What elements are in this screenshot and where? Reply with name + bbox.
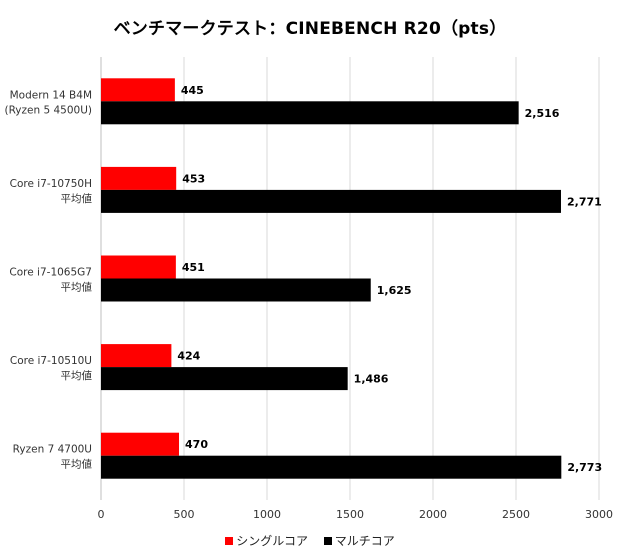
legend-swatch-multi [323, 536, 332, 545]
x-tick-label: 1000 [253, 508, 281, 521]
bar-single-core [101, 78, 175, 102]
legend-item-single: シングルコア [225, 532, 308, 549]
data-label-multi-core: 2,771 [567, 195, 602, 208]
category-label: Modern 14 B4M [10, 89, 92, 101]
category-label: Core i7-10750H [10, 178, 92, 190]
data-label-single-core: 470 [185, 438, 208, 451]
x-tick-label: 2000 [419, 508, 447, 521]
bar-multi-core [101, 367, 348, 391]
data-label-single-core: 453 [182, 172, 205, 185]
category-label: Core i7-10510U [10, 355, 92, 367]
category-label: Core i7-1065G7 [9, 267, 92, 279]
bar-single-core [101, 255, 176, 279]
bar-single-core [101, 344, 172, 368]
bar-multi-core [101, 101, 519, 125]
bar-multi-core [101, 455, 562, 479]
chart-title: ベンチマークテスト：CINEBENCH R20（pts） [113, 19, 507, 39]
data-label-multi-core: 2,773 [567, 461, 602, 474]
x-tick-label: 0 [98, 508, 105, 521]
data-label-single-core: 445 [181, 84, 204, 97]
x-tick-label: 500 [174, 508, 195, 521]
bar-multi-core [101, 189, 561, 213]
category-label: 平均値 [61, 281, 93, 294]
legend-swatch-single [225, 536, 234, 545]
category-label: Ryzen 7 4700U [13, 444, 92, 456]
data-label-multi-core: 1,625 [377, 284, 412, 297]
x-tick-label: 2500 [502, 508, 530, 521]
category-label: 平均値 [61, 369, 93, 382]
category-label: 平均値 [61, 192, 93, 205]
bar-single-core [101, 166, 177, 190]
data-label-single-core: 424 [177, 350, 200, 363]
bar-multi-core [101, 278, 371, 302]
data-label-single-core: 451 [182, 261, 205, 274]
legend: シングルコア マルチコア [0, 532, 620, 549]
data-label-multi-core: 1,486 [354, 373, 389, 386]
legend-item-multi: マルチコア [323, 532, 395, 549]
x-tick-label: 1500 [336, 508, 364, 521]
legend-label-multi: マルチコア [334, 534, 395, 548]
category-label: (Ryzen 5 4500U) [4, 104, 92, 116]
data-label-multi-core: 2,516 [525, 107, 560, 120]
category-label: 平均値 [61, 458, 93, 471]
x-tick-label: 3000 [585, 508, 613, 521]
legend-label-single: シングルコア [236, 534, 308, 548]
bar-chart: 0 500 1000 1500 2000 2500 3000 445 2,516 Modern 1… [4, 57, 613, 521]
bar-single-core [101, 432, 180, 456]
